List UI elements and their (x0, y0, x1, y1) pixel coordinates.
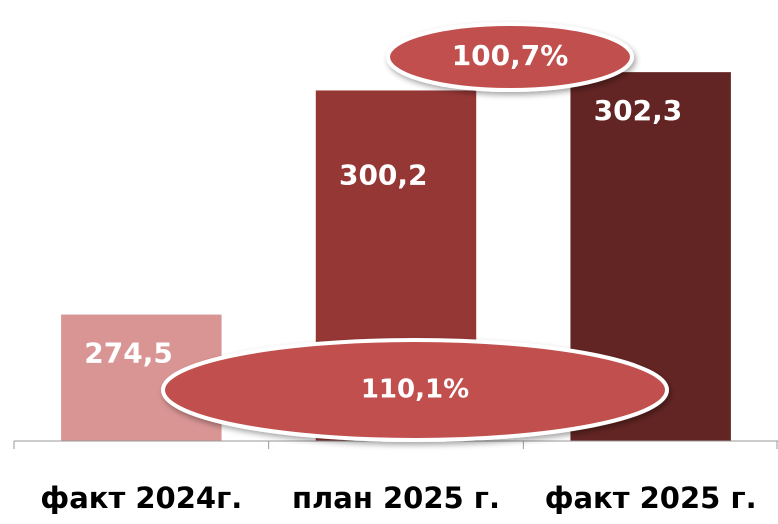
x-tick-label: план 2025 г. (292, 481, 500, 515)
value-label: 274,5 (84, 337, 173, 370)
value-label: 302,3 (594, 94, 683, 127)
value-label: 300,2 (339, 158, 428, 191)
annotation: 100,7% (452, 39, 569, 72)
annotation-ellipse (161, 338, 669, 442)
annotation-ellipse (386, 22, 634, 92)
x-tick-label: факт 2024г. (40, 481, 242, 515)
x-tick-label: факт 2025 г. (545, 481, 757, 515)
annotation: 110,1% (361, 375, 469, 405)
